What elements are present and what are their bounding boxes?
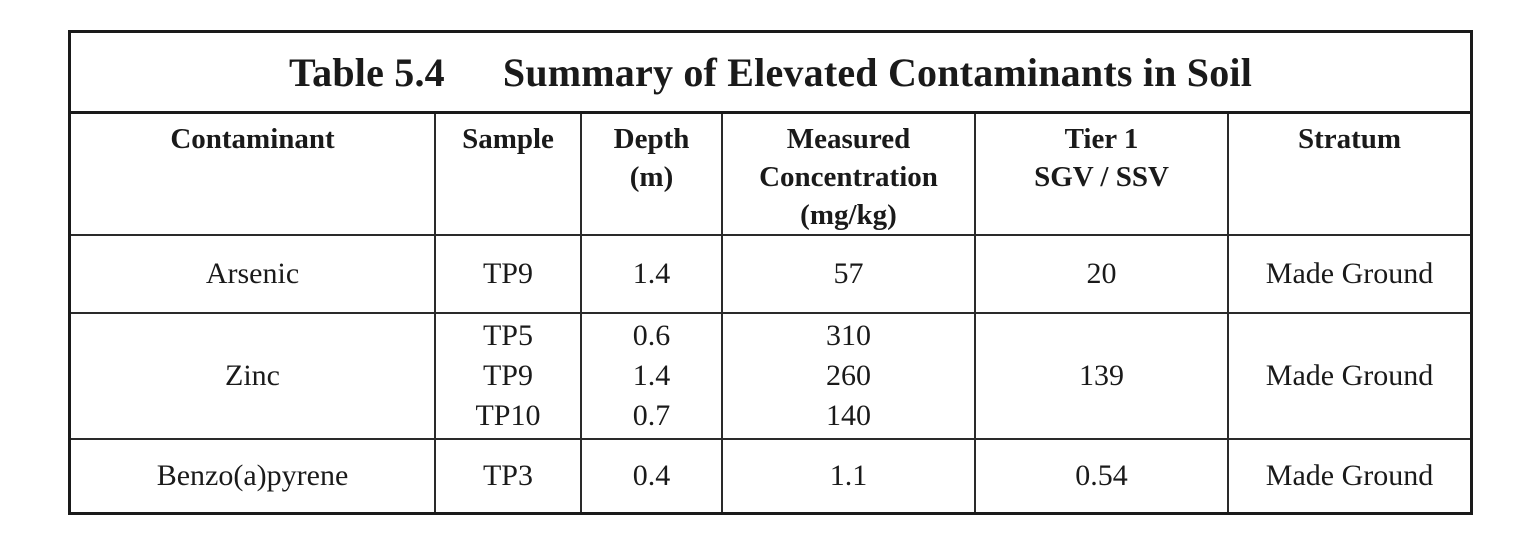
cell-sample: TP3 bbox=[435, 439, 582, 512]
table-number: Table 5.4 bbox=[288, 49, 445, 95]
data-table: Contaminant Sample Depth (m) Measured Co… bbox=[71, 114, 1470, 512]
table-row: Arsenic TP9 1.4 57 20 Made Ground bbox=[71, 235, 1470, 314]
header-tier: Tier 1 SGV / SSV bbox=[975, 114, 1229, 236]
cell-stratum: Made Ground bbox=[1228, 313, 1470, 440]
cell-contaminant: Benzo(a)pyrene bbox=[71, 439, 436, 512]
cell-concentration: 1.1 bbox=[722, 439, 976, 512]
table-row: Benzo(a)pyrene TP3 0.4 1.1 0.54 Made Gro… bbox=[71, 439, 1470, 512]
cell-stratum: Made Ground bbox=[1228, 235, 1470, 314]
header-stratum: Stratum bbox=[1228, 114, 1470, 236]
cell-stratum: Made Ground bbox=[1265, 459, 1434, 492]
cell-tier: 20 bbox=[975, 235, 1229, 314]
header-concentration: Measured Concentration (mg/kg) bbox=[722, 114, 976, 236]
cell-sample: TP5 TP9 TP10 bbox=[435, 313, 582, 440]
header-sample: Sample bbox=[435, 114, 582, 236]
header-row: Contaminant Sample Depth (m) Measured Co… bbox=[71, 114, 1470, 236]
cell-depth: 0.6 1.4 0.7 bbox=[581, 313, 723, 440]
cell-depth: 0.4 bbox=[581, 439, 723, 512]
contaminants-table: Table 5.4 Summary of Elevated Contaminan… bbox=[68, 30, 1473, 515]
cell-contaminant: Arsenic bbox=[71, 235, 436, 314]
header-depth: Depth (m) bbox=[581, 114, 723, 236]
cell-depth: 1.4 bbox=[581, 235, 723, 314]
cell-concentration: 310 260 140 bbox=[722, 313, 976, 440]
cell-contaminant: Zinc bbox=[71, 313, 436, 440]
header-contaminant: Contaminant bbox=[71, 114, 436, 236]
cell-tier: 0.54 bbox=[975, 439, 1229, 512]
cell-concentration: 57 bbox=[722, 235, 976, 314]
cell-sample: TP9 bbox=[435, 235, 582, 314]
table-title-text: Summary of Elevated Contaminants in Soil bbox=[502, 49, 1253, 95]
table-row: Zinc TP5 TP9 TP10 0.6 1.4 0.7 310 260 14… bbox=[71, 313, 1470, 440]
table-title: Table 5.4 Summary of Elevated Contaminan… bbox=[71, 33, 1470, 114]
cell-tier: 139 bbox=[975, 313, 1229, 440]
